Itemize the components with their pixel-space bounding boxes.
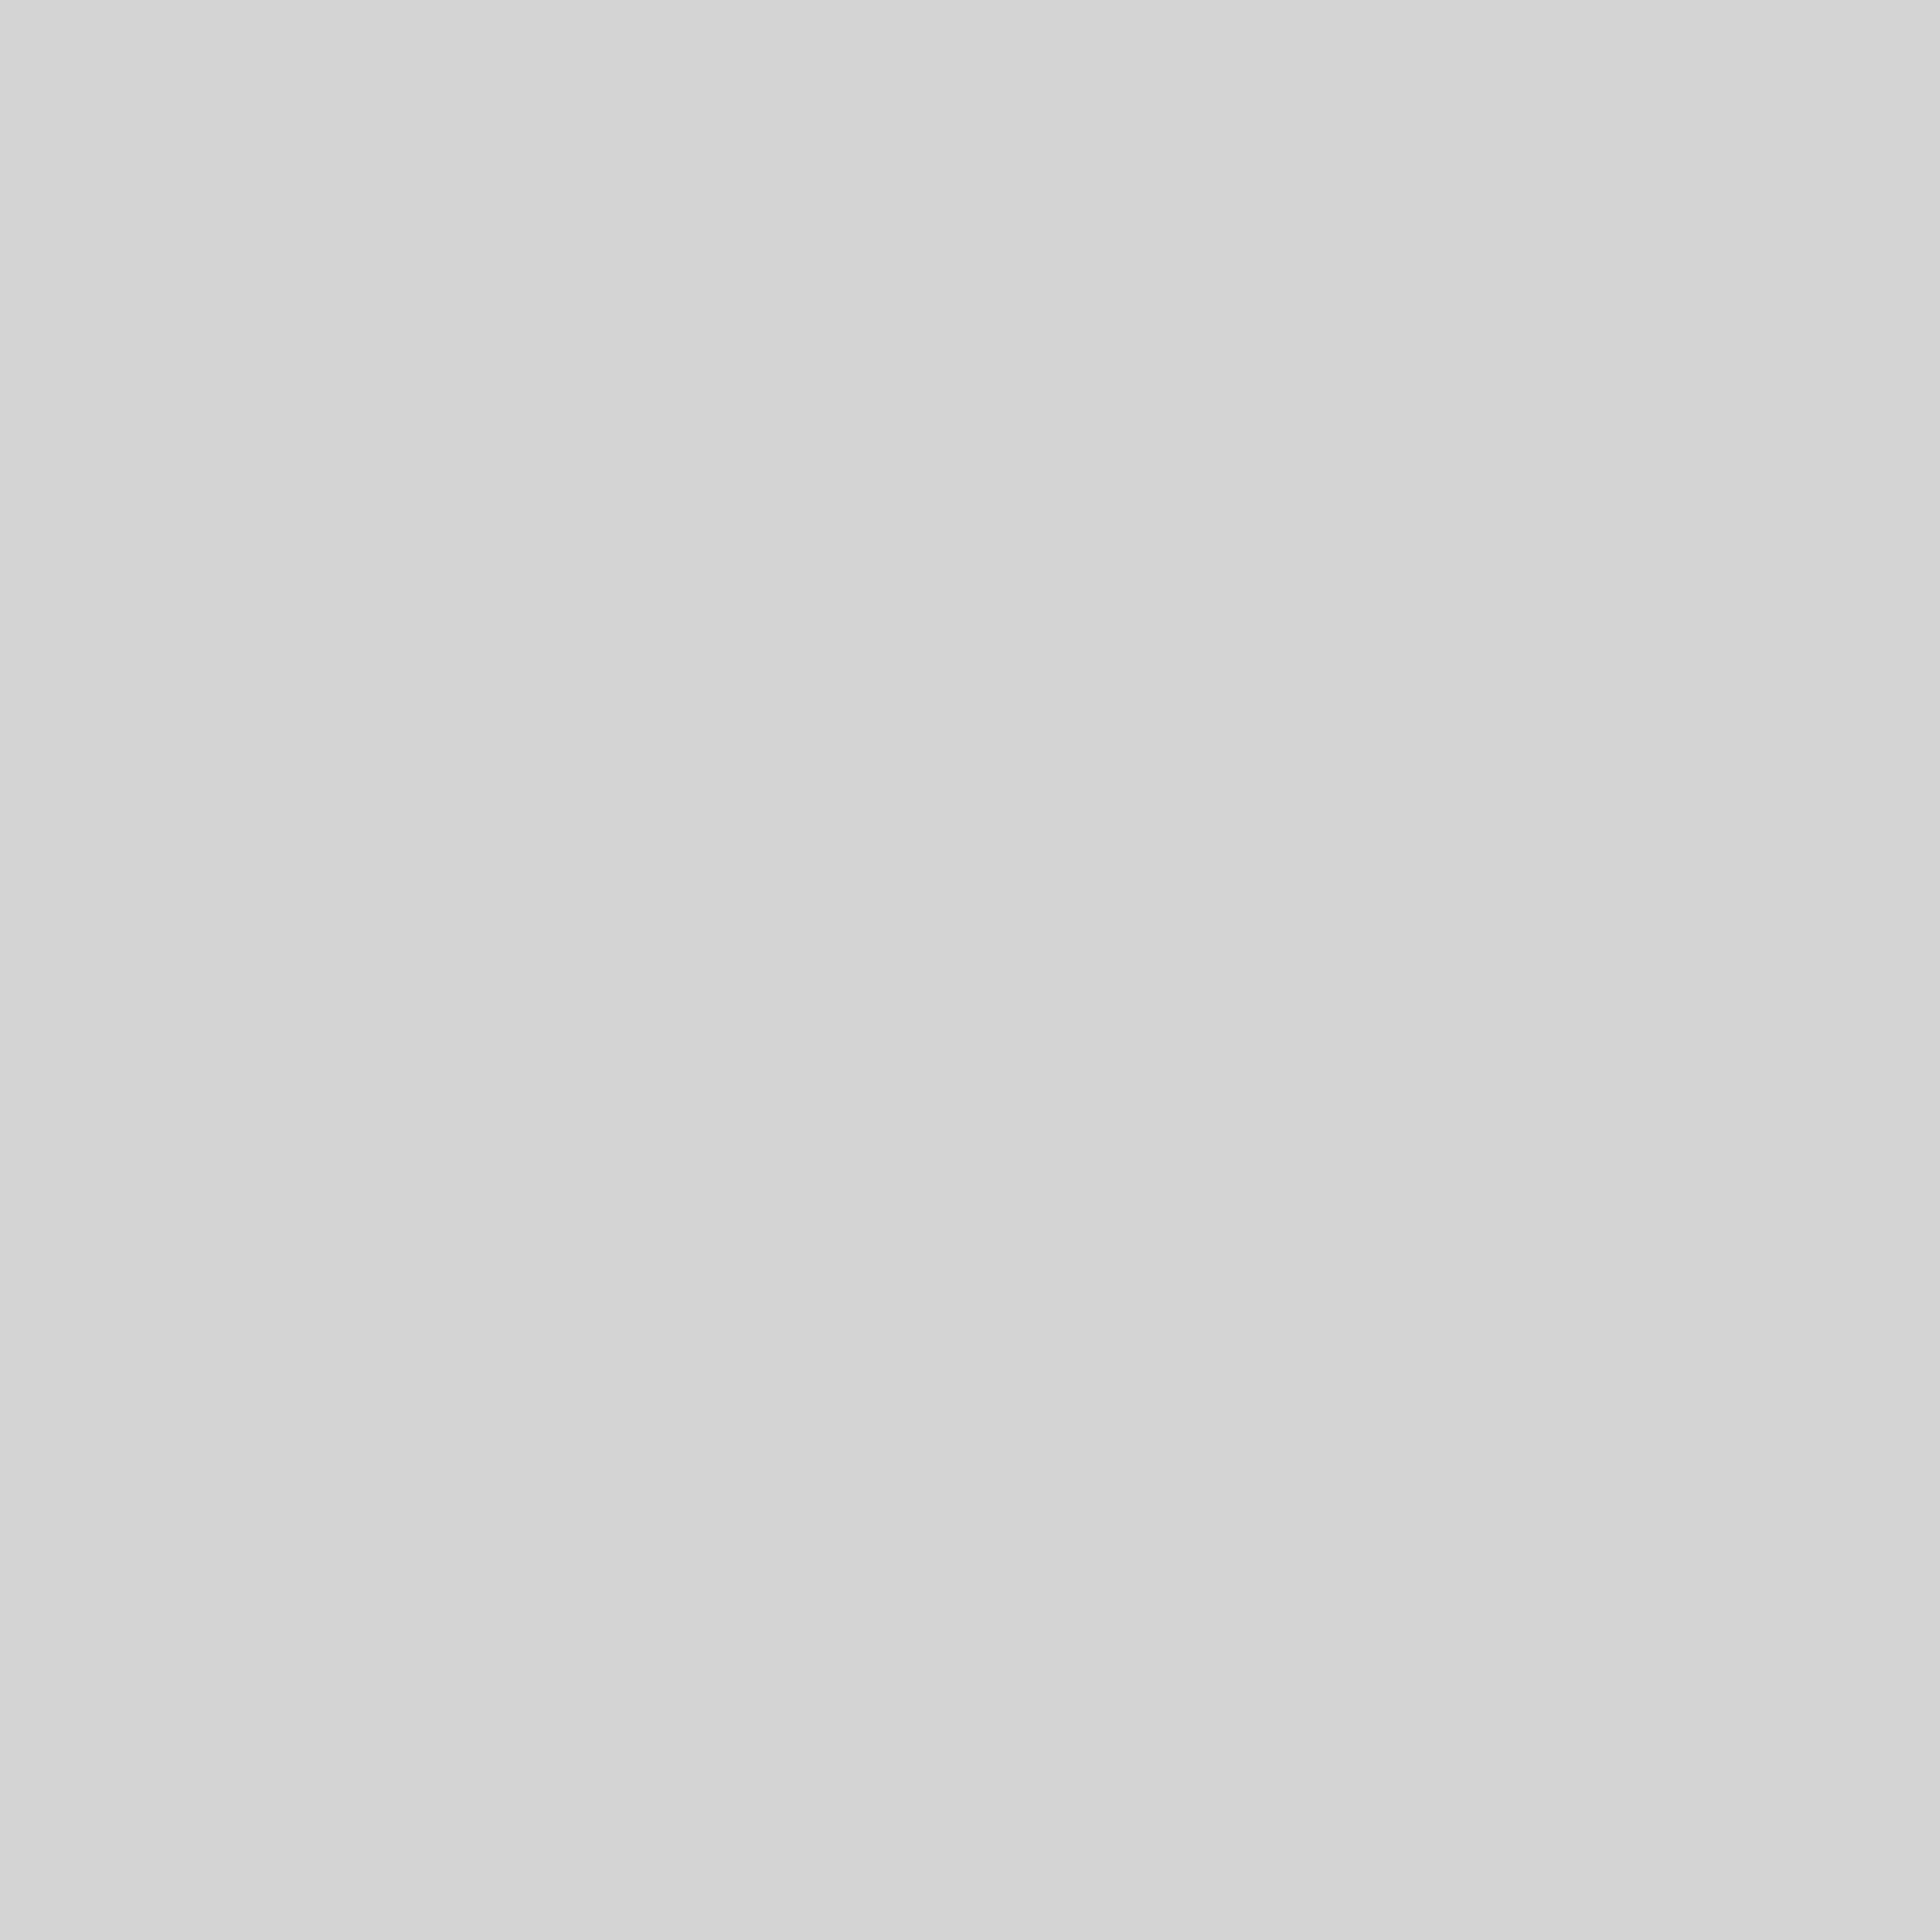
screen-root <box>0 0 1932 1932</box>
blank-gray-canvas <box>0 0 1932 1932</box>
empty-content-area <box>0 0 1932 1932</box>
